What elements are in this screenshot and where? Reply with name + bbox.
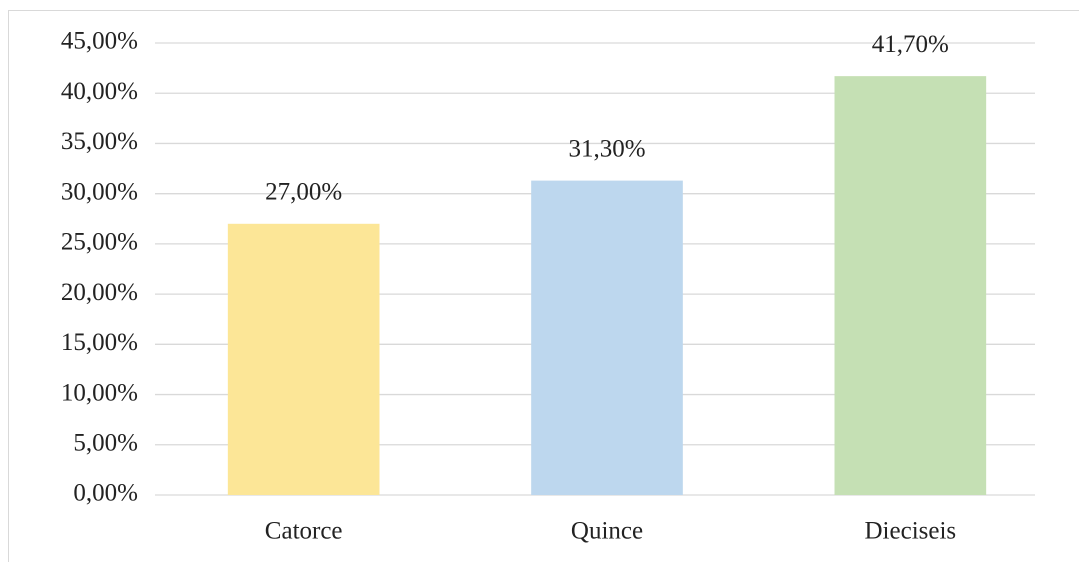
y-tick-label: 0,00% bbox=[73, 480, 138, 507]
y-tick-label: 5,00% bbox=[73, 430, 138, 457]
y-tick-label: 15,00% bbox=[61, 329, 138, 356]
data-label: 41,70% bbox=[872, 31, 949, 58]
bar bbox=[531, 180, 683, 495]
y-tick-label: 10,00% bbox=[61, 379, 138, 406]
y-tick-label: 35,00% bbox=[61, 128, 138, 155]
chart-frame bbox=[8, 10, 1079, 562]
y-tick-label: 40,00% bbox=[61, 78, 138, 105]
x-tick-label: Quince bbox=[571, 518, 643, 545]
y-tick-label: 20,00% bbox=[61, 279, 138, 306]
y-tick-label: 45,00% bbox=[61, 28, 138, 55]
y-tick-label: 25,00% bbox=[61, 229, 138, 256]
bar bbox=[227, 223, 380, 496]
x-tick-label: Catorce bbox=[265, 518, 343, 545]
bar bbox=[834, 76, 987, 495]
data-label: 31,30% bbox=[568, 135, 645, 162]
y-tick-label: 30,00% bbox=[61, 178, 138, 205]
data-label: 27,00% bbox=[265, 179, 342, 206]
x-tick-label: Dieciseis bbox=[865, 518, 957, 545]
